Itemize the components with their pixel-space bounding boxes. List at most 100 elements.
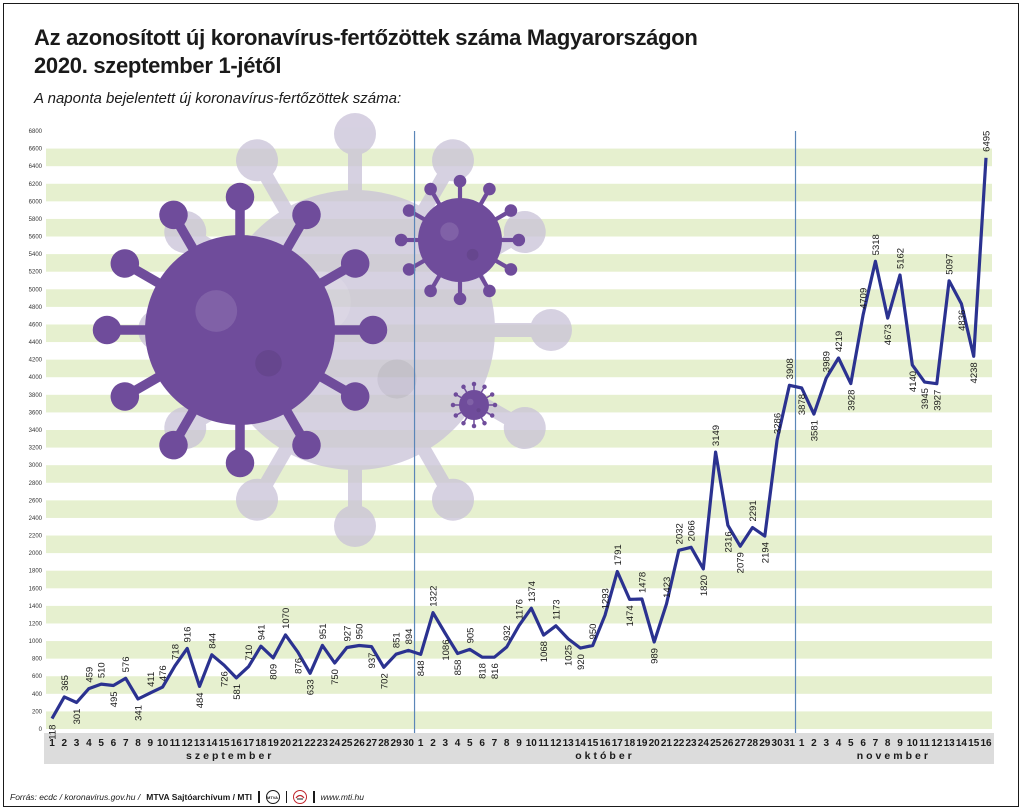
x-tick-label: 2: [62, 738, 68, 749]
data-label: 484: [195, 692, 206, 708]
x-tick-label: 3: [74, 738, 80, 749]
x-tick-label: 27: [735, 738, 747, 749]
x-tick-label: 24: [698, 738, 710, 749]
data-label: 3989: [822, 351, 833, 372]
data-label: 3878: [797, 394, 808, 415]
y-tick-label: 4600: [29, 322, 43, 328]
data-label: 4836: [957, 310, 968, 331]
y-tick-label: 3200: [29, 446, 43, 452]
x-tick-label: 20: [649, 738, 661, 749]
x-tick-label: 14: [956, 738, 968, 749]
x-tick-label: 5: [98, 738, 104, 749]
x-tick-label: 4: [86, 738, 92, 749]
grid-stripe: [46, 183, 992, 202]
data-label: 510: [97, 662, 108, 678]
series-line: [50, 157, 988, 720]
x-tick-label: 11: [919, 738, 930, 749]
x-tick-label: 2: [430, 738, 436, 749]
data-label: 1474: [625, 605, 636, 626]
data-label: 2032: [674, 523, 685, 544]
data-label: 858: [453, 660, 464, 676]
data-label: 937: [367, 653, 378, 669]
data-label: 718: [170, 644, 181, 660]
x-tick-label: 4: [455, 738, 461, 749]
data-label: 710: [244, 645, 255, 661]
data-label: 932: [502, 625, 513, 641]
x-tick-label: 17: [243, 738, 255, 749]
data-label: 1478: [637, 572, 648, 593]
data-label: 5162: [895, 248, 906, 269]
data-label: 1293: [601, 588, 612, 609]
x-tick-label: 19: [636, 738, 648, 749]
y-tick-label: 1200: [29, 621, 43, 627]
x-tick-label: 25: [710, 738, 722, 749]
x-tick-label: 13: [944, 738, 956, 749]
x-tick-label: 13: [563, 738, 575, 749]
data-label: 633: [306, 679, 317, 695]
x-tick-label: 14: [206, 738, 218, 749]
separator: [258, 791, 260, 803]
website-text: www.mti.hu: [320, 792, 364, 802]
y-tick-label: 2000: [29, 551, 43, 557]
data-label: 4140: [908, 371, 919, 392]
grid-stripe: [46, 535, 992, 554]
source-text: Forrás: ecdc / koronavirus.gov.hu /: [10, 792, 141, 802]
y-tick-label: 5600: [29, 235, 43, 241]
x-tick-label: 1: [799, 738, 805, 749]
x-tick-label: 10: [526, 738, 538, 749]
data-label: 3945: [920, 388, 931, 409]
x-tick-label: 8: [504, 738, 510, 749]
data-label: 2066: [687, 520, 698, 541]
y-tick-label: 4400: [29, 340, 43, 346]
agency-text: MTVA Sajtóarchívum / MTI: [146, 792, 253, 802]
separator: [285, 791, 288, 803]
data-label: 1070: [281, 608, 292, 629]
x-tick-label: 28: [747, 738, 759, 749]
x-tick-label: 29: [391, 738, 403, 749]
x-tick-label: 23: [317, 738, 329, 749]
data-label: 894: [404, 629, 415, 645]
data-label: 2194: [760, 542, 771, 563]
x-axis-band: [44, 733, 994, 764]
data-label: 1176: [515, 599, 526, 619]
x-tick-label: 26: [722, 738, 734, 749]
x-tick-label: 18: [255, 738, 267, 749]
data-label: 1086: [441, 639, 452, 660]
y-tick-label: 6200: [29, 182, 43, 188]
data-label: 3149: [711, 425, 722, 446]
data-label: 702: [379, 673, 390, 689]
grid-stripe: [46, 641, 992, 659]
grid-stripe: [46, 500, 992, 518]
data-label: 3928: [846, 390, 857, 411]
x-tick-label: 13: [194, 738, 206, 749]
data-label: 6495: [982, 131, 993, 152]
grid-stripe: [46, 676, 992, 694]
data-label: 920: [576, 654, 587, 670]
data-label: 950: [355, 624, 366, 640]
x-tick-label: 22: [673, 738, 685, 749]
grid-stripe: [46, 148, 992, 167]
y-tick-label: 5000: [29, 287, 43, 293]
x-tick-label: 16: [599, 738, 611, 749]
x-tick-label: 8: [135, 738, 141, 749]
data-label: 3581: [809, 420, 820, 441]
x-tick-label: 16: [980, 738, 992, 749]
grid-stripe: [46, 711, 992, 729]
month-label: szeptember: [186, 750, 274, 762]
x-tick-label: 9: [516, 738, 522, 749]
x-tick-label: 27: [366, 738, 378, 749]
y-tick-label: 1400: [29, 604, 43, 610]
virus-icon: [450, 381, 498, 429]
data-label: 1068: [539, 641, 550, 662]
data-label: 341: [134, 705, 145, 721]
data-label: 1820: [699, 575, 710, 596]
data-label: 4219: [834, 331, 845, 352]
y-tick-label: 1800: [29, 569, 43, 575]
data-label: 816: [490, 663, 501, 679]
x-tick-label: 2: [811, 738, 817, 749]
x-tick-label: 29: [759, 738, 771, 749]
data-label: 3927: [932, 390, 943, 411]
x-tick-label: 12: [182, 738, 194, 749]
x-tick-label: 12: [550, 738, 562, 749]
data-label: 5318: [871, 234, 882, 255]
